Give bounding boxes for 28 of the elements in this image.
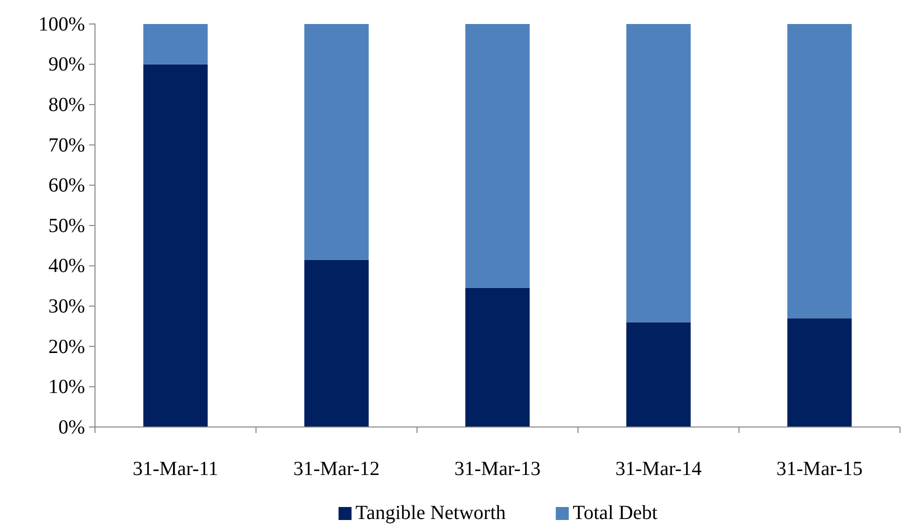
x-tick-label: 31-Mar-14	[615, 458, 702, 480]
y-tick-label: 30%	[48, 296, 85, 318]
x-tick-label: 31-Mar-12	[293, 458, 380, 480]
y-tick-label: 90%	[48, 54, 85, 76]
bar	[626, 24, 691, 322]
bar	[304, 260, 369, 427]
bar	[304, 24, 369, 260]
x-tick-label: 31-Mar-13	[454, 458, 541, 480]
bar	[465, 288, 530, 427]
bar	[143, 64, 208, 427]
legend-label: Total Debt	[572, 502, 658, 524]
bar	[143, 24, 208, 64]
y-tick-label: 80%	[48, 94, 85, 116]
y-tick-label: 70%	[48, 134, 85, 156]
bar	[787, 318, 852, 427]
y-tick-label: 10%	[48, 376, 85, 398]
legend-label: Tangible Networth	[356, 502, 506, 524]
x-tick-label: 31-Mar-15	[776, 458, 863, 480]
y-tick-label: 40%	[48, 255, 85, 278]
bar	[465, 24, 530, 288]
y-tick-label: 100%	[38, 13, 85, 36]
x-tick-label: 31-Mar-11	[132, 458, 218, 480]
y-tick-label: 50%	[48, 214, 85, 237]
y-tick-label: 20%	[48, 336, 85, 358]
bar	[626, 322, 691, 427]
y-tick-label: 0%	[58, 416, 85, 438]
bar	[787, 24, 852, 318]
y-tick-label: 60%	[48, 174, 85, 197]
